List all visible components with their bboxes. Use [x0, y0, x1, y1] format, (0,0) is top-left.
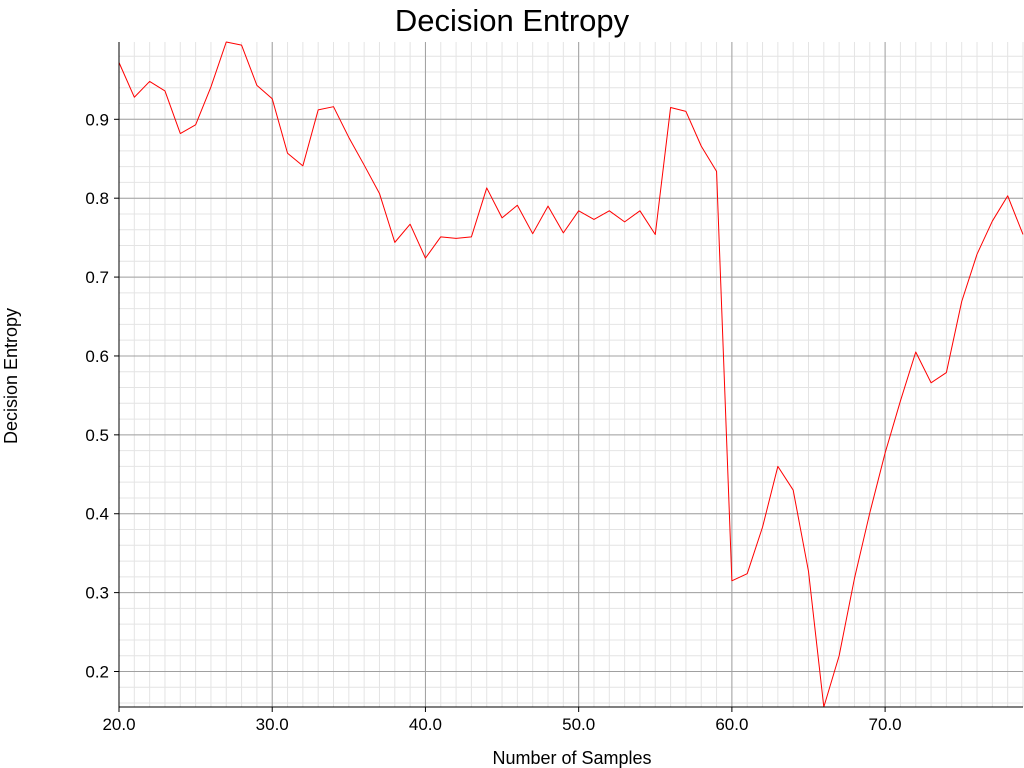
y-tick-label: 0.8 [85, 189, 109, 208]
x-axis-ticks: 20.0 30.0 40.0 50.0 60.0 70.0 [102, 707, 902, 734]
y-tick-label: 0.9 [85, 110, 109, 129]
x-axis-label: Number of Samples [492, 748, 651, 768]
minor-gridlines [118, 42, 1024, 707]
x-tick-label: 40.0 [409, 715, 442, 734]
x-tick-label: 20.0 [102, 715, 135, 734]
y-tick-label: 0.7 [85, 268, 109, 287]
x-tick-label: 60.0 [715, 715, 748, 734]
x-tick-label: 30.0 [256, 715, 289, 734]
chart-title: Decision Entropy [395, 3, 630, 38]
x-tick-label: 50.0 [562, 715, 595, 734]
y-tick-label: 0.3 [85, 584, 109, 603]
series-layer [118, 41, 1024, 708]
series-line [118, 41, 1024, 708]
major-gridlines [118, 42, 1023, 707]
y-axis-ticks: 0.2 0.3 0.4 0.5 0.6 0.7 0.8 0.9 [85, 110, 119, 682]
y-tick-label: 0.5 [85, 426, 109, 445]
y-tick-label: 0.6 [85, 347, 109, 366]
y-tick-label: 0.2 [85, 663, 109, 682]
y-axis-label: Decision Entropy [1, 308, 21, 444]
x-tick-label: 70.0 [869, 715, 902, 734]
y-tick-label: 0.4 [85, 505, 109, 524]
